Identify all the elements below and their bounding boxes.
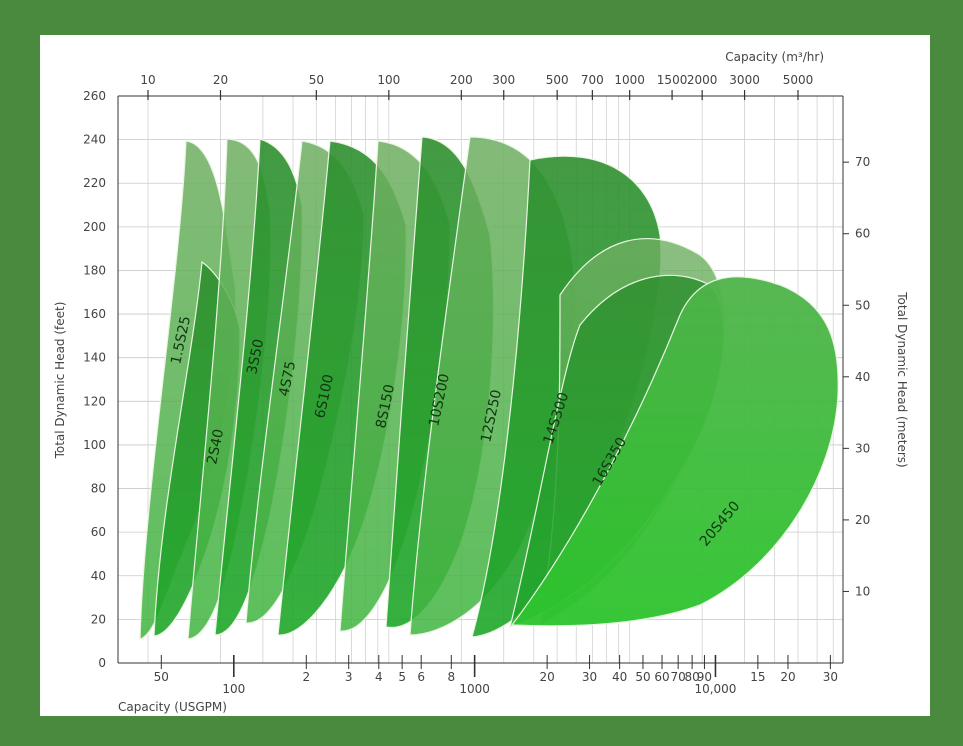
y-left-tick-label: 160: [83, 307, 106, 321]
x-bottom-tick-label: 20: [780, 670, 795, 684]
y-left-tick-label: 80: [91, 482, 106, 496]
x-top-tick-label: 2000: [687, 73, 718, 87]
x-bottom-tick-label: 5: [398, 670, 406, 684]
curve-20s450: [510, 276, 839, 627]
x-bottom-tick-label: 30: [582, 670, 597, 684]
y-left-axis-label: Total Dynamic Head (feet): [53, 302, 67, 460]
x-bottom-tick-label: 3: [345, 670, 353, 684]
x-top-tick-label: 700: [581, 73, 604, 87]
x-top-tick-label: 20: [213, 73, 228, 87]
label-3s50: 3S50: [244, 338, 267, 376]
x-top-tick-label: 10: [140, 73, 155, 87]
y-left-tick-label: 260: [83, 89, 106, 103]
x-bottom-tick-label: 70: [671, 670, 686, 684]
x-bottom-tick-label: 50: [635, 670, 650, 684]
y-left-tick-label: 20: [91, 612, 106, 626]
y-left-tick-label: 220: [83, 176, 106, 190]
x-top-tick-label: 3000: [729, 73, 760, 87]
y-left-tick-labels: 0 20 40 60 80 100 120 140 160 180 200 220 240 260: [83, 89, 106, 670]
x-bottom-tick-label: 8: [447, 670, 455, 684]
y-left-tick-label: 140: [83, 351, 106, 365]
y-right-tick-labels: 10 20 30 40 50 60 70: [843, 155, 870, 598]
y-right-axis-label: Total Dynamic Head (meters): [895, 291, 909, 467]
y-left-tick-label: 100: [83, 438, 106, 452]
x-top-tick-label: 1500: [657, 73, 688, 87]
x-top-tick-label: 1000: [614, 73, 645, 87]
y-left-tick-label: 0: [98, 656, 106, 670]
x-bottom-tick-label: 90: [697, 670, 712, 684]
x-bottom-tick-label: 10,000: [694, 682, 736, 696]
x-bottom-tick-label: 15: [750, 670, 765, 684]
x-top-tick-label: 50: [309, 73, 324, 87]
x-top-tick-label: 200: [450, 73, 473, 87]
x-top-tick-label: 5000: [783, 73, 814, 87]
x-top-tick-label: 300: [492, 73, 515, 87]
y-left-tick-label: 40: [91, 569, 106, 583]
x-bottom-tick-label: 6: [417, 670, 425, 684]
y-left-tick-label: 120: [83, 394, 106, 408]
pump-curves: [139, 136, 839, 640]
x-bottom-tick-label: 4: [375, 670, 383, 684]
y-left-tick-label: 240: [83, 133, 106, 147]
x-bottom-tick-label: 80: [684, 670, 699, 684]
y-right-tick-label: 30: [855, 441, 870, 455]
x-bottom-tick-label: 30: [823, 670, 838, 684]
x-bottom-tick-label: 100: [222, 682, 245, 696]
x-top-axis-label: Capacity (m³/hr): [725, 50, 824, 64]
y-right-tick-label: 70: [855, 155, 870, 169]
y-right-tick-label: 60: [855, 227, 870, 241]
x-top-tick-labels: 10 20 50 100 200 300 500 700 1000 1500 2000 3000 500…: [140, 73, 813, 100]
y-left-tick-label: 200: [83, 220, 106, 234]
x-bottom-axis-label: Capacity (USGPM): [118, 700, 227, 714]
x-bottom-tick-label: 50: [154, 670, 169, 684]
y-left-tick-label: 60: [91, 525, 106, 539]
x-bottom-tick-label: 40: [612, 670, 627, 684]
x-top-tick-label: 500: [546, 73, 569, 87]
x-bottom-tick-label: 2: [302, 670, 310, 684]
x-bottom-tick-label: 1000: [459, 682, 490, 696]
y-left-tick-label: 180: [83, 263, 106, 277]
x-bottom-tick-label: 20: [539, 670, 554, 684]
label-2s40: 2S40: [204, 428, 227, 466]
x-top-tick-label: 100: [377, 73, 400, 87]
performance-chart: 1.5S25 2S40 3S50 4S75 6S100 8S150 10S200…: [53, 50, 909, 714]
axes: [117, 95, 844, 664]
label-4s75: 4S75: [276, 360, 299, 398]
y-right-tick-label: 10: [855, 584, 870, 598]
x-bottom-tick-label: 60: [654, 670, 669, 684]
y-right-tick-label: 20: [855, 513, 870, 527]
chart-frame: 1.5S25 2S40 3S50 4S75 6S100 8S150 10S200…: [40, 35, 930, 716]
y-right-tick-label: 50: [855, 298, 870, 312]
y-right-tick-label: 40: [855, 370, 870, 384]
